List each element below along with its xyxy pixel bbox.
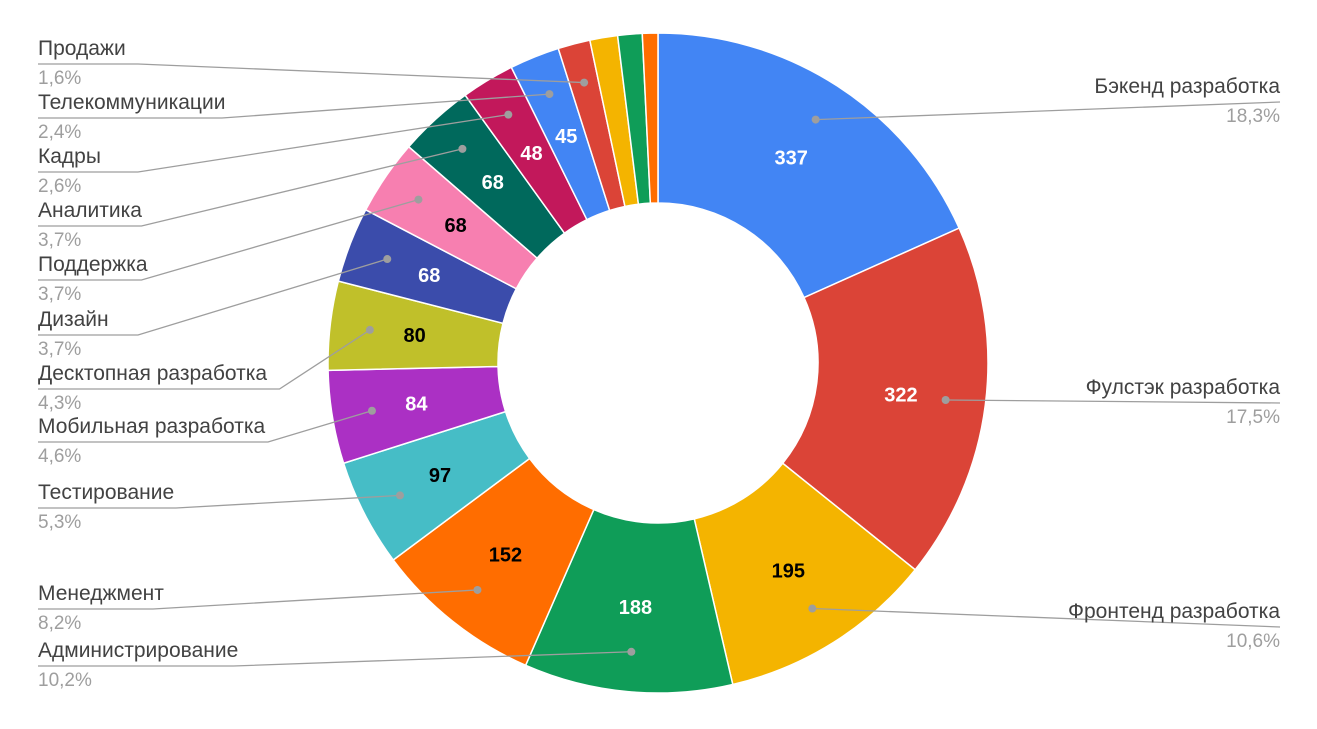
slice-label-name: Десктопная разработка xyxy=(38,362,267,385)
slice-label: Продажи 1,6% xyxy=(38,37,589,89)
slice-value-label: 97 xyxy=(429,465,451,487)
leader-line xyxy=(38,410,373,443)
leader-line xyxy=(38,258,388,336)
slice-label: Мобильная разработка 4,6% xyxy=(38,406,376,467)
slice-value-label: 68 xyxy=(444,215,466,237)
slice-label-percent: 5,3% xyxy=(38,512,81,533)
leader-dot xyxy=(367,406,376,415)
slice-label: Десктопная разработка 4,3% xyxy=(38,325,374,414)
leader-line xyxy=(945,399,1281,404)
slice-label-percent: 8,2% xyxy=(38,613,81,634)
slice-label-name: Продажи xyxy=(38,37,126,60)
slice-label-percent: 4,3% xyxy=(38,393,81,414)
slice-value-label: 84 xyxy=(405,393,428,415)
slice-label-name: Менеджмент xyxy=(38,582,164,605)
slice-label: Кадры 2,6% xyxy=(38,110,513,197)
slice-value-label: 188 xyxy=(619,597,652,619)
leader-dot xyxy=(941,395,950,404)
slice-label-percent: 18,3% xyxy=(1226,106,1280,127)
slice-label-name: Фулстэк разработка xyxy=(1086,376,1281,399)
slice-label-name: Аналитика xyxy=(38,199,142,222)
slice-label-name: Кадры xyxy=(38,145,101,168)
slice-label-percent: 4,6% xyxy=(38,446,81,467)
leader-line xyxy=(38,329,371,390)
slice-label-name: Мобильная разработка xyxy=(38,415,265,438)
slices xyxy=(327,32,989,694)
slice-label-percent: 17,5% xyxy=(1226,407,1280,428)
leader-line xyxy=(815,101,1281,121)
slice-label: Фулстэк разработка 17,5% xyxy=(941,376,1281,428)
slice-label: Телекоммуникации 2,4% xyxy=(38,90,554,143)
leader-line xyxy=(38,148,463,227)
leader-dot xyxy=(414,195,423,204)
slice-label-name: Дизайн xyxy=(38,308,109,331)
slice-value-label: 322 xyxy=(884,384,917,406)
slice-value-label: 68 xyxy=(418,265,440,287)
leader-dot xyxy=(808,604,817,613)
leader-line xyxy=(38,93,550,119)
slice-value-label: 48 xyxy=(520,143,542,165)
slice-value-label: 68 xyxy=(482,172,504,194)
slice-value-label: 337 xyxy=(775,147,808,169)
slice-value-label: 152 xyxy=(489,545,522,567)
slice-labels: Бэкенд разработка 18,3% Фулстэк разработка… xyxy=(38,37,1280,691)
slice xyxy=(657,32,961,299)
slice-label-percent: 2,6% xyxy=(38,176,81,197)
slice-label: Фронтенд разработка 10,6% xyxy=(808,600,1280,652)
slice-label-name: Бэкенд разработка xyxy=(1094,75,1280,98)
slice-label-name: Фронтенд разработка xyxy=(1068,600,1280,623)
slice-label-percent: 1,6% xyxy=(38,68,81,89)
slice-value-label: 195 xyxy=(772,560,805,582)
slice-label-name: Поддержка xyxy=(38,253,148,276)
slice-value-label: 80 xyxy=(403,325,425,347)
leader-line xyxy=(38,113,509,173)
leader-dot xyxy=(458,144,467,153)
slice-label: Дизайн 3,7% xyxy=(38,255,392,360)
slice-label: Администрирование 10,2% xyxy=(38,639,636,691)
slice-label-percent: 10,2% xyxy=(38,670,92,691)
slice-label: Менеджмент 8,2% xyxy=(38,582,482,634)
leader-dot xyxy=(473,585,482,594)
leader-dot xyxy=(545,90,554,99)
leader-dot xyxy=(365,325,374,334)
slice-label-name: Телекоммуникации xyxy=(38,91,225,114)
leader-line xyxy=(38,651,632,667)
value-labels: 337 322 195 188 152 97 84 80 68 68 68 48 45 xyxy=(403,126,917,619)
slice-label: Тестирование 5,3% xyxy=(38,481,404,533)
slice-label-percent: 10,6% xyxy=(1226,631,1280,652)
leader-dot xyxy=(395,491,404,500)
slice-label-name: Администрирование xyxy=(38,639,238,662)
slice-value-label: 45 xyxy=(555,126,577,148)
slice-label-percent: 3,7% xyxy=(38,284,81,305)
slice xyxy=(781,227,989,571)
leader-line xyxy=(38,494,401,509)
slice-label: Бэкенд разработка 18,3% xyxy=(811,75,1281,127)
slice xyxy=(641,32,659,204)
leader-line xyxy=(812,607,1281,628)
slice-label-percent: 2,4% xyxy=(38,122,81,143)
leader-dot xyxy=(627,647,636,656)
slice-label: Аналитика 3,7% xyxy=(38,144,467,251)
leader-line xyxy=(38,63,585,84)
slice-label-name: Тестирование xyxy=(38,481,174,504)
leader-dot xyxy=(580,78,589,87)
slice-label-percent: 3,7% xyxy=(38,339,81,360)
leader-dot xyxy=(383,255,392,264)
slice-label-percent: 3,7% xyxy=(38,230,81,251)
leader-dot xyxy=(504,110,513,119)
leader-line xyxy=(38,198,419,281)
leader-line xyxy=(38,589,478,610)
leader-dot xyxy=(811,115,820,124)
